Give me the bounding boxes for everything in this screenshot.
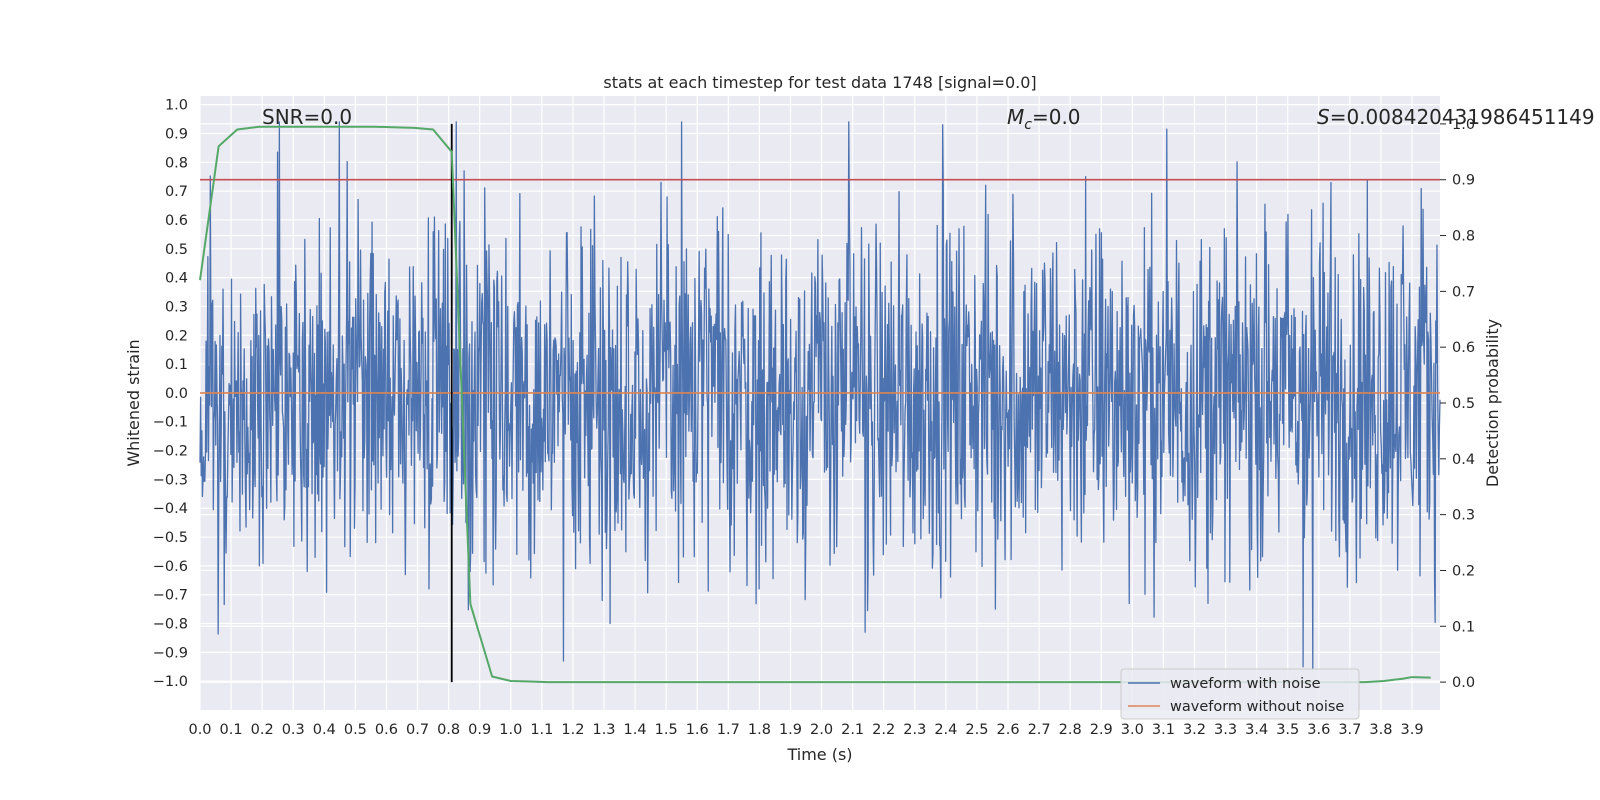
y-tick-label: −0.3 <box>153 472 188 488</box>
y-tick-label: 0.5 <box>165 242 188 258</box>
y-tick-label: 0.1 <box>165 357 188 373</box>
y-tick-label: −0.7 <box>153 588 188 604</box>
x-tick-label: 1.5 <box>655 722 678 738</box>
x-tick-label: 3.9 <box>1400 722 1423 738</box>
x-tick-label: 3.0 <box>1121 722 1144 738</box>
legend: waveform with noise waveform without noi… <box>1120 668 1360 720</box>
x-tick-label: 3.2 <box>1183 722 1206 738</box>
y2-axis-label: Detection probability <box>1483 319 1502 487</box>
legend-label-noise: waveform with noise <box>1170 676 1321 692</box>
y2-tick-label: 0.9 <box>1452 173 1475 189</box>
chirp-mass-symbol: M <box>1007 105 1024 129</box>
x-tick-label: 2.0 <box>810 722 833 738</box>
chart-title: stats at each timestep for test data 174… <box>603 73 1036 92</box>
y-tick-label: 1.0 <box>165 98 188 114</box>
x-tick-label: 0.2 <box>251 722 274 738</box>
x-tick-label: 2.3 <box>903 722 926 738</box>
y-tick-label: −1.0 <box>153 674 188 690</box>
x-tick-label: 2.4 <box>934 722 957 738</box>
x-tick-label: 1.1 <box>530 722 553 738</box>
y-tick-label: −0.1 <box>153 415 188 431</box>
y-tick-label: 0.3 <box>165 299 188 315</box>
x-tick-label: 2.2 <box>872 722 895 738</box>
legend-label-clean: waveform without noise <box>1170 699 1344 715</box>
x-tick-label: 2.5 <box>965 722 988 738</box>
x-tick-label: 0.4 <box>313 722 336 738</box>
x-axis-ticks: 0.0 0.1 0.2 0.3 0.4 0.5 0.6 0.7 0.8 0.9 1.0 1.1 1.2 1… <box>188 722 1423 738</box>
y2-tick-label: 0.1 <box>1452 619 1475 635</box>
x-tick-label: 3.4 <box>1245 722 1268 738</box>
y2-tick-label: 0.4 <box>1452 452 1475 468</box>
x-tick-label: 0.9 <box>468 722 491 738</box>
x-tick-label: 3.7 <box>1338 722 1361 738</box>
x-tick-label: 2.6 <box>996 722 1019 738</box>
y2-tick-label: 0.7 <box>1452 284 1475 300</box>
x-tick-label: 3.5 <box>1276 722 1299 738</box>
chirp-mass-subscript: c <box>1024 117 1032 133</box>
y-tick-label: 0.6 <box>165 213 188 229</box>
x-tick-label: 1.3 <box>592 722 615 738</box>
y-tick-label: 0.4 <box>165 271 188 287</box>
y-tick-label: 0.9 <box>165 126 188 142</box>
x-tick-label: 2.7 <box>1028 722 1051 738</box>
x-tick-label: 2.8 <box>1059 722 1082 738</box>
y2-tick-label: 0.8 <box>1452 229 1475 245</box>
x-tick-label: 0.5 <box>344 722 367 738</box>
x-tick-label: 3.6 <box>1307 722 1330 738</box>
y2-axis-ticks: 0.0 0.1 0.2 0.3 0.4 0.5 0.6 0.7 0.8 0.9 1.0 <box>1440 117 1475 691</box>
x-tick-label: 1.6 <box>686 722 709 738</box>
y-tick-label: −0.9 <box>153 645 188 661</box>
y2-tick-label: 0.3 <box>1452 508 1475 524</box>
x-tick-label: 0.8 <box>437 722 460 738</box>
y-tick-label: −0.2 <box>153 444 188 460</box>
y2-tick-label: 0.2 <box>1452 563 1475 579</box>
x-tick-label: 1.7 <box>717 722 740 738</box>
x-tick-label: 0.3 <box>282 722 305 738</box>
x-tick-label: 1.8 <box>748 722 771 738</box>
y-tick-label: 0.8 <box>165 155 188 171</box>
x-tick-label: 0.7 <box>406 722 429 738</box>
x-tick-label: 1.0 <box>499 722 522 738</box>
y-tick-label: −0.8 <box>153 617 188 633</box>
x-tick-label: 1.2 <box>561 722 584 738</box>
y-tick-label: −0.5 <box>153 530 188 546</box>
x-tick-label: 3.8 <box>1369 722 1392 738</box>
y-tick-label: 0.2 <box>165 328 188 344</box>
y2-tick-label: 1.0 <box>1452 117 1475 133</box>
score-symbol: S <box>1317 105 1330 129</box>
x-tick-label: 2.9 <box>1090 722 1113 738</box>
x-tick-label: 1.9 <box>779 722 802 738</box>
y-tick-label: 0.0 <box>165 386 188 402</box>
snr-annotation: SNR=0.0 <box>262 105 352 129</box>
y-tick-label: 0.7 <box>165 184 188 200</box>
x-tick-label: 3.1 <box>1152 722 1175 738</box>
y2-tick-label: 0.5 <box>1452 396 1475 412</box>
y2-tick-label: 0.6 <box>1452 340 1475 356</box>
x-tick-label: 1.4 <box>624 722 647 738</box>
x-tick-label: 0.0 <box>188 722 211 738</box>
x-tick-label: 2.1 <box>841 722 864 738</box>
x-tick-label: 0.1 <box>220 722 243 738</box>
y-axis-ticks: 1.0 0.9 0.8 0.7 0.6 0.5 0.4 0.3 0.2 0.1 0.0 −0.1 −0.… <box>153 98 188 691</box>
score-annotation: S=0.008420431986451149 <box>1317 105 1595 129</box>
y-tick-label: −0.4 <box>153 501 188 517</box>
legend-box <box>1120 668 1360 720</box>
chirp-mass-annotation: Mc=0.0 <box>1007 105 1081 133</box>
x-tick-label: 3.3 <box>1214 722 1237 738</box>
y2-tick-label: 0.0 <box>1452 675 1475 691</box>
series-waveform-with-noise <box>199 121 1441 671</box>
score-value: =0.008420431986451149 <box>1330 105 1595 129</box>
x-tick-label: 0.6 <box>375 722 398 738</box>
y-tick-label: −0.6 <box>153 559 188 575</box>
x-axis-label: Time (s) <box>786 745 852 764</box>
y-axis-label: Whitened strain <box>124 339 143 466</box>
chirp-mass-value: =0.0 <box>1032 105 1081 129</box>
